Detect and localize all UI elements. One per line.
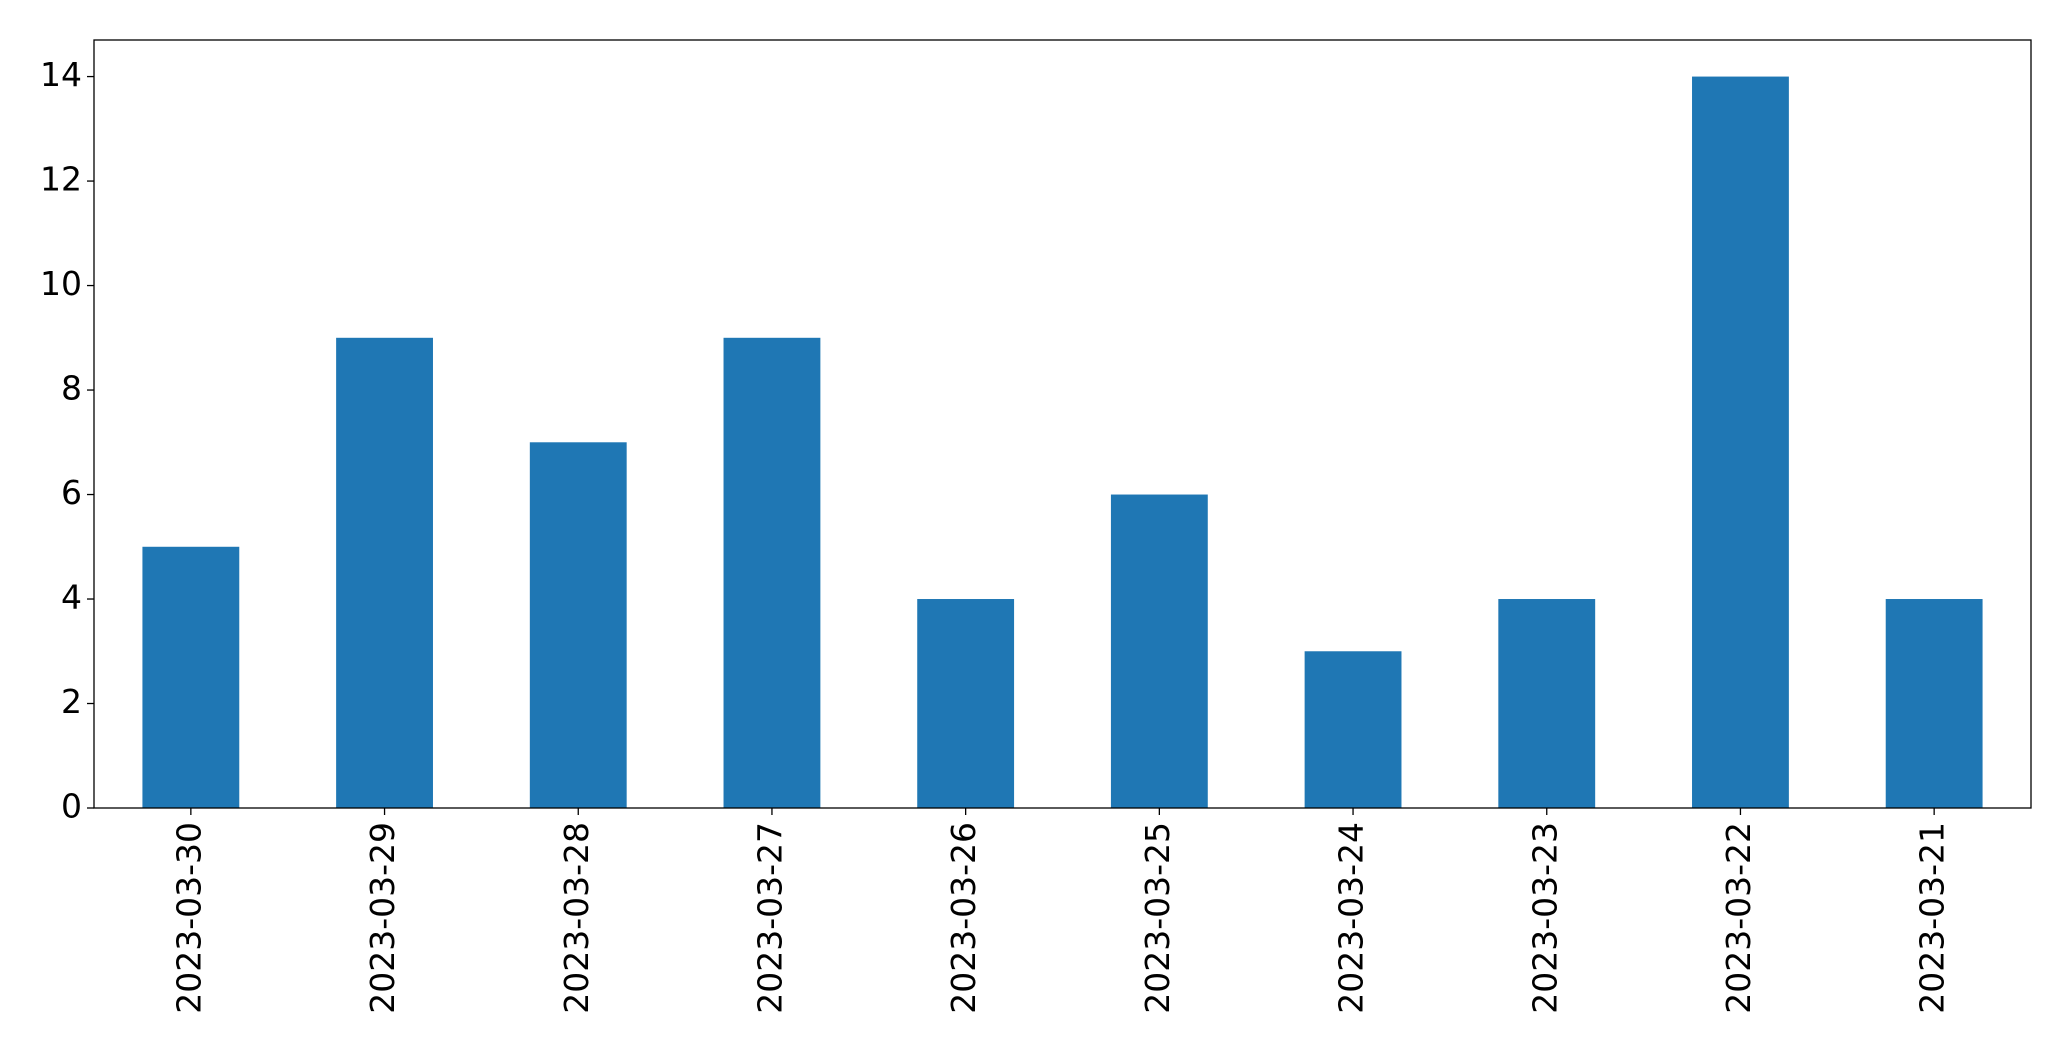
x-tick-label: 2023-03-24 (1332, 822, 1371, 1014)
bar (1304, 651, 1402, 808)
bar (1692, 76, 1789, 809)
bar (1110, 494, 1208, 808)
bar (336, 337, 433, 808)
x-tick-label: 2023-03-29 (363, 822, 402, 1014)
plot-frame (93, 39, 2032, 809)
y-tick-label: 4 (61, 578, 82, 617)
bar (723, 337, 821, 808)
x-tick-label: 2023-03-30 (169, 822, 208, 1014)
x-tick-label: 2023-03-21 (1913, 822, 1952, 1014)
bar (142, 546, 240, 808)
x-tick-label: 2023-03-25 (1138, 822, 1177, 1014)
y-tick-label: 0 (61, 787, 82, 826)
bar (1885, 599, 1983, 808)
bar (529, 442, 627, 808)
y-tick-label: 12 (40, 160, 82, 199)
y-tick-label: 6 (61, 473, 82, 512)
y-tick-label: 8 (61, 369, 82, 408)
x-tick-label: 2023-03-26 (944, 822, 983, 1014)
bar (1498, 599, 1596, 808)
x-tick-label: 2023-03-28 (557, 822, 596, 1014)
bar (917, 599, 1015, 808)
x-tick-label: 2023-03-23 (1525, 822, 1564, 1014)
y-tick-label: 10 (40, 264, 82, 303)
x-tick-label: 2023-03-27 (750, 822, 789, 1014)
y-tick-label: 14 (40, 55, 82, 94)
x-tick-label: 2023-03-22 (1719, 822, 1758, 1014)
y-tick-label: 2 (61, 682, 82, 721)
